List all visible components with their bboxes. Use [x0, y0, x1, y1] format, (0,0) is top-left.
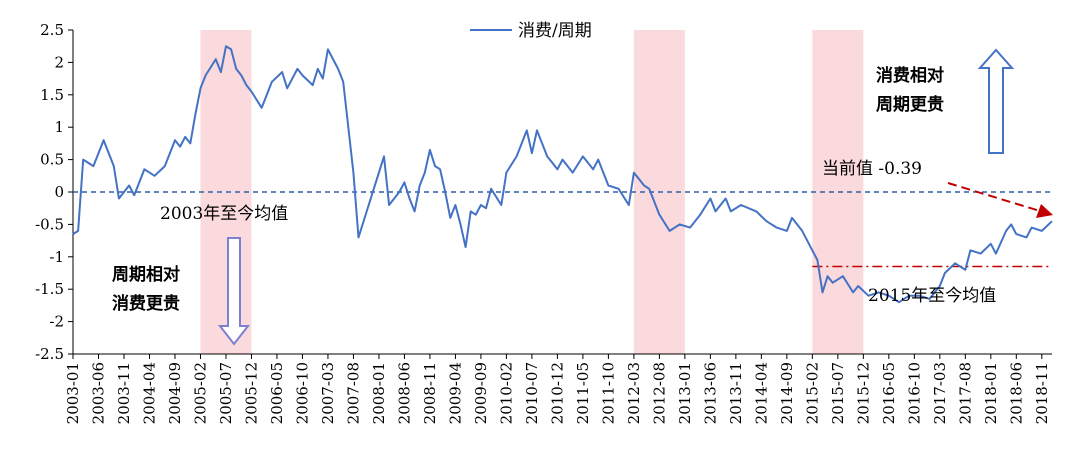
y-axis: 2.5 2 1.5 1 0.5 0 -0.5 -1 -1.5 -2 -2.5	[35, 21, 74, 363]
legend: 消费/周期	[470, 21, 592, 41]
x-tick-label: 2014-09	[778, 362, 796, 424]
x-tick-label: 2006-05	[268, 362, 286, 424]
x-tick-label: 2003-11	[115, 362, 133, 424]
x-tick-label: 2017-03	[931, 362, 949, 424]
cyclical-expensive-line2: 消费更贵	[112, 293, 180, 314]
x-tick-label: 2013-06	[701, 362, 719, 424]
current-value-arrowhead	[1036, 204, 1053, 218]
consumer-expensive-line2: 周期更贵	[876, 94, 944, 115]
x-tick-label: 2012-08	[650, 362, 668, 424]
y-tick-label: 2.5	[40, 21, 64, 39]
x-tick-label: 2016-05	[880, 362, 898, 424]
y-tick-label: 0.5	[40, 151, 64, 169]
x-tick-label: 2011-10	[599, 362, 617, 424]
mean-2015-label: 2015年至今均值	[868, 286, 996, 306]
x-tick-label: 2011-05	[574, 362, 592, 424]
x-tick-label: 2009-09	[472, 362, 490, 424]
x-tick-label: 2013-11	[727, 362, 745, 424]
x-tick-label: 2008-06	[395, 362, 413, 424]
x-tick-label: 2015-02	[803, 362, 821, 424]
x-tick-label: 2008-01	[370, 362, 388, 424]
x-tick-label: 2010-12	[548, 362, 566, 424]
y-tick-label: 2	[54, 53, 64, 71]
reference-lines	[73, 191, 1052, 268]
x-tick-label: 2010-07	[523, 362, 541, 424]
x-tick-label: 2005-07	[217, 362, 235, 424]
x-tick-label: 2003-06	[89, 362, 107, 424]
down-arrow-icon	[217, 237, 251, 346]
legend-label: 消费/周期	[518, 21, 592, 41]
x-tick-label: 2017-08	[956, 362, 974, 424]
x-tick-label: 2015-07	[829, 362, 847, 424]
x-tick-label: 2003-01	[64, 362, 82, 424]
x-tick-label: 2006-10	[293, 362, 311, 424]
x-tick-label: 2007-03	[319, 362, 337, 424]
x-tick-label: 2013-01	[676, 362, 694, 424]
y-tick-label: 0	[54, 183, 64, 201]
series-line-1	[72, 45, 1053, 304]
x-tick-label: 2014-04	[752, 362, 770, 424]
current-value-label: 当前值 -0.39	[822, 159, 922, 179]
x-tick-label: 2007-08	[344, 362, 362, 424]
x-tick-label: 2012-03	[625, 362, 643, 424]
x-tick-label: 2005-02	[191, 362, 209, 424]
consumer-expensive-line1: 消费相对	[876, 65, 944, 86]
cyclical-expensive-line1: 周期相对	[112, 264, 180, 285]
x-tick-label: 2018-06	[1007, 362, 1025, 424]
x-tick-label: 2005-12	[242, 362, 260, 424]
y-tick-label: 1	[54, 118, 64, 136]
x-axis: 2003-01 2003-06 2003-11 2004-04 2004-09 2005-…	[64, 353, 1052, 424]
shaded-period-3	[812, 30, 864, 354]
current-value-arrow	[947, 182, 1041, 212]
x-tick-label: 2016-10	[905, 362, 923, 424]
y-tick-label: 1.5	[40, 86, 64, 104]
x-tick-label: 2009-04	[446, 362, 464, 424]
y-tick-label: -0.5	[35, 215, 64, 233]
x-tick-label: 2018-11	[1033, 362, 1051, 424]
x-tick-label: 2018-01	[982, 362, 1000, 424]
x-tick-label: 2015-12	[854, 362, 872, 424]
up-arrow-icon	[977, 48, 1015, 154]
x-tick-label: 2004-09	[166, 362, 184, 424]
x-tick-label: 2008-11	[421, 362, 439, 424]
y-tick-label: -2	[49, 313, 64, 331]
x-tick-label: 2010-02	[497, 362, 515, 424]
y-tick-label: -1.5	[35, 280, 64, 298]
mean-2003-label: 2003年至今均值	[160, 204, 288, 224]
x-tick-label: 2004-04	[140, 362, 158, 424]
y-tick-label: -2.5	[35, 345, 64, 363]
data-series	[72, 45, 1053, 304]
y-tick-label: -1	[49, 248, 64, 266]
